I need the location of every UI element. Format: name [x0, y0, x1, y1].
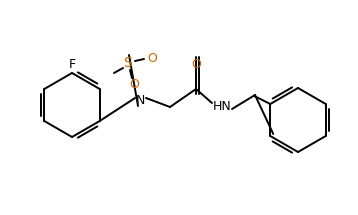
Text: O: O	[147, 52, 157, 66]
Text: O: O	[191, 57, 201, 71]
Text: O: O	[129, 78, 139, 92]
Text: N: N	[135, 94, 145, 106]
Text: F: F	[68, 57, 76, 71]
Text: S: S	[124, 56, 132, 70]
Text: HN: HN	[213, 100, 231, 114]
